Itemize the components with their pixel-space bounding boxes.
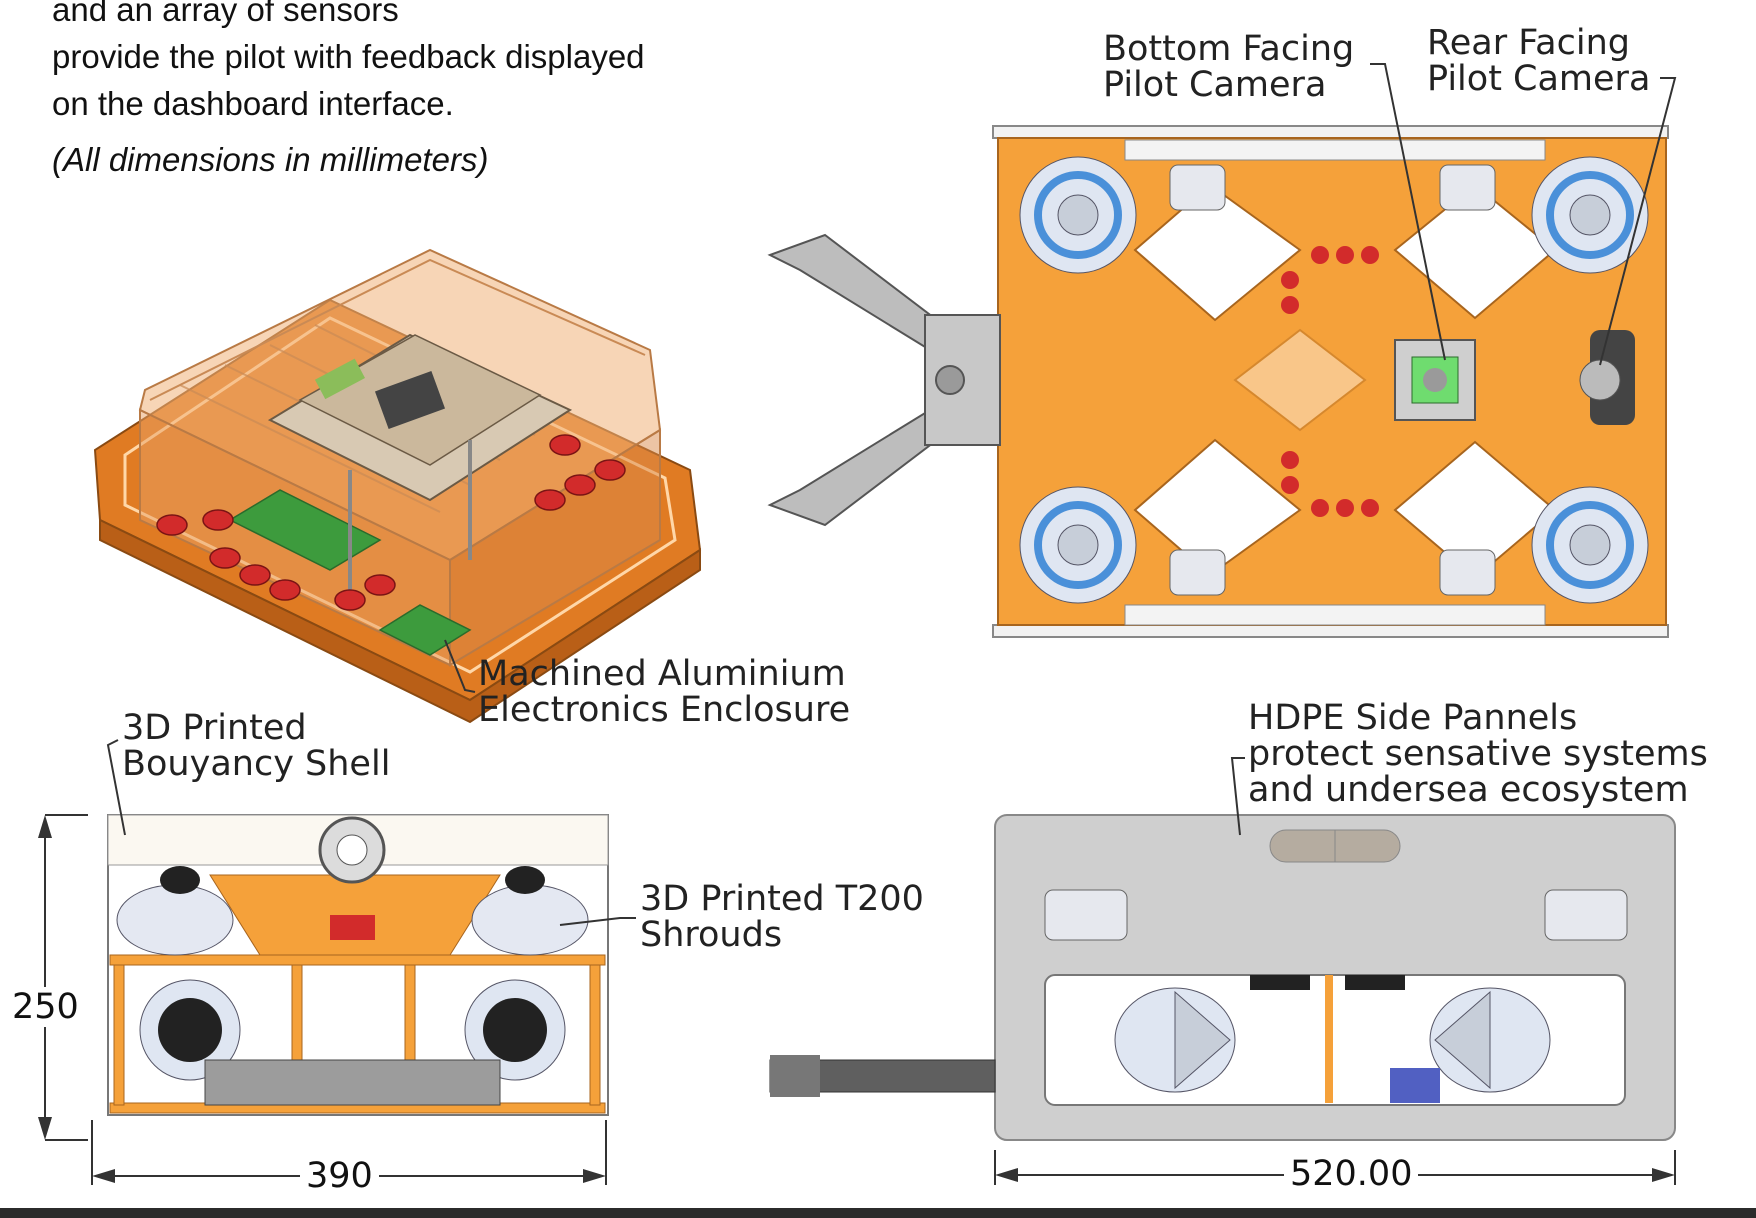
callout-line: 3D Printed xyxy=(122,708,307,748)
side-length-dimension: 520.00 xyxy=(1284,1154,1419,1194)
callout-line: Bouyancy Shell xyxy=(122,744,391,784)
callout-line: Bottom Facing xyxy=(1103,29,1355,69)
bottom-edge-bar xyxy=(0,1208,1756,1218)
intro-line-3: on the dashboard interface. xyxy=(52,85,454,122)
intro-line-2: provide the pilot with feedback displaye… xyxy=(52,38,645,75)
side-view-drawing xyxy=(769,757,1676,1185)
shrouds-callout: 3D Printed T200 Shrouds xyxy=(640,881,924,953)
front-width-dimension: 390 xyxy=(300,1156,379,1196)
callout-line: Electronics Enclosure xyxy=(478,690,851,730)
rear-camera-callout: Rear Facing Pilot Camera xyxy=(1427,25,1650,97)
callout-line: protect sensative systems xyxy=(1248,734,1708,774)
callout-line: HDPE Side Pannels xyxy=(1248,698,1578,738)
electronics-enclosure-drawing xyxy=(93,248,702,724)
bottom-camera-callout: Bottom Facing Pilot Camera xyxy=(1103,31,1354,103)
callout-line: Pilot Camera xyxy=(1103,65,1327,105)
callout-line: Pilot Camera xyxy=(1427,59,1651,99)
intro-text: and an array of sensors provide the pilo… xyxy=(52,0,645,127)
thruster-icons xyxy=(1019,156,1649,604)
front-height-dimension: 250 xyxy=(6,987,85,1027)
callout-line: 3D Printed T200 xyxy=(640,879,924,919)
callout-line: Machined Aluminium xyxy=(478,654,846,694)
callout-line: Rear Facing xyxy=(1427,23,1630,63)
side-panels-callout: HDPE Side Pannels protect sensative syst… xyxy=(1248,700,1708,808)
top-view-drawing xyxy=(767,63,1677,638)
callout-line: and undersea ecosystem xyxy=(1248,770,1689,810)
front-view-drawing xyxy=(38,739,636,1185)
units-note: (All dimensions in millimeters) xyxy=(52,141,489,178)
intro-line-1: and an array of sensors xyxy=(52,0,399,28)
callout-line: Shrouds xyxy=(640,915,783,955)
enclosure-callout: Machined Aluminium Electronics Enclosure xyxy=(478,656,850,728)
buoyancy-callout: 3D Printed Bouyancy Shell xyxy=(122,710,390,782)
